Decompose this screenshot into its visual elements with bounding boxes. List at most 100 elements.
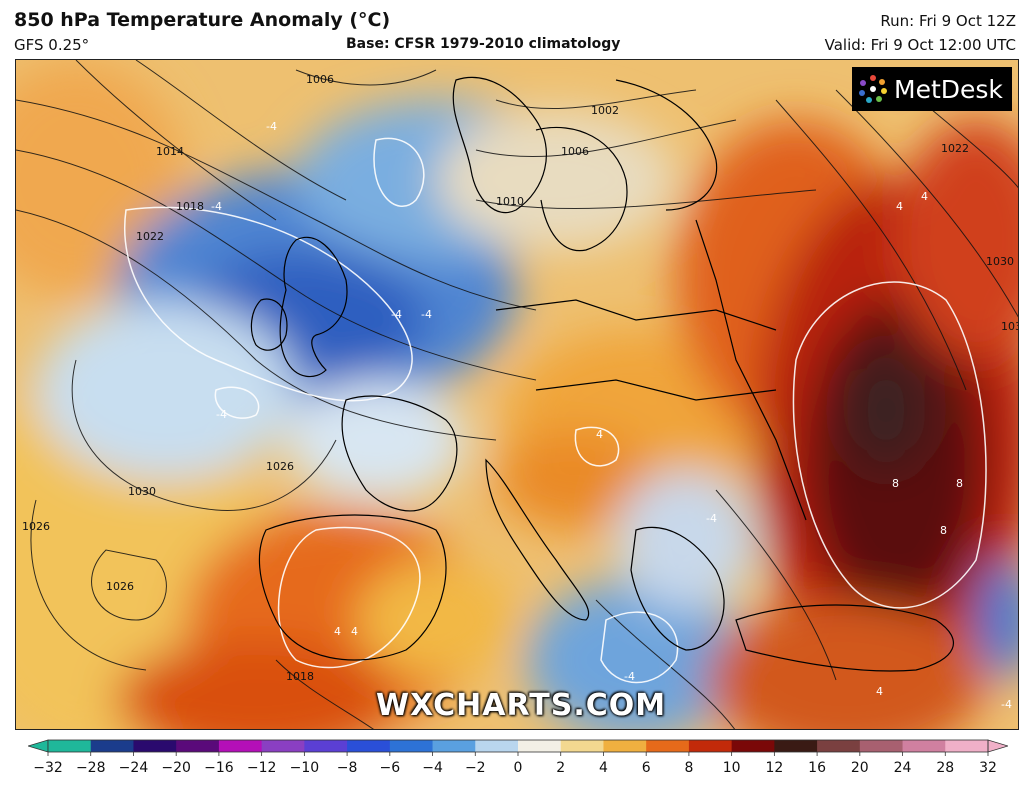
colorbar-tick-label: 24 <box>893 760 912 776</box>
colorbar-segment <box>945 740 989 752</box>
anomaly-label: -4 <box>266 120 277 133</box>
isobar-label: 1022 <box>941 142 969 155</box>
colorbar-tick-label: −24 <box>118 760 149 776</box>
colorbar-tick-label: 10 <box>722 760 741 776</box>
colorbar: −32 −28 −24 −20 −16 −12 −10 −8 −6 −4 −2 0 2 4 6 8 10 12 16… <box>26 738 1010 784</box>
isobar-label: 1010 <box>496 195 524 208</box>
isobar-label: 1026 <box>266 460 294 473</box>
isobar-label: 1018 <box>176 200 204 213</box>
valid-time-label: Valid: Fri 9 Oct 12:00 UTC <box>824 36 1016 54</box>
isobar-label: 1006 <box>306 73 334 86</box>
colorbar-tick-label: −12 <box>246 760 277 776</box>
france-outline <box>341 395 458 512</box>
isobar-label: 1026 <box>22 520 50 533</box>
colorbar-segment <box>218 740 263 752</box>
colorbar-segment <box>817 740 861 752</box>
central-europe-border <box>535 379 777 401</box>
coastlines <box>250 76 955 672</box>
colorbar-segment <box>432 740 476 752</box>
isobar-label: 1002 <box>591 104 619 117</box>
colorbar-tick-label: −32 <box>33 760 63 776</box>
colorbar-segment <box>560 740 604 752</box>
balkans-outline <box>630 526 725 651</box>
run-time-label: Run: Fri 9 Oct 12Z <box>880 12 1016 30</box>
metdesk-logo-text: MetDesk <box>894 74 1003 104</box>
colorbar-tick-label: 8 <box>684 760 694 776</box>
great-britain-outline <box>279 236 348 378</box>
colorbar-segment <box>347 740 391 752</box>
colorbar-tick-label: −6 <box>379 760 401 776</box>
colorbar-segment <box>48 740 92 752</box>
isobar-label: 1026 <box>106 580 134 593</box>
isobar-label: 1022 <box>136 230 164 243</box>
colorbar-tick-label: 12 <box>765 760 784 776</box>
colorbar-segment <box>859 740 904 752</box>
eastern-border <box>695 219 807 521</box>
colorbar-segment <box>389 740 434 752</box>
metdesk-logo: MetDesk <box>852 67 1012 111</box>
anomaly-label: -4 <box>421 308 432 321</box>
colorbar-segment <box>902 740 946 752</box>
anomaly-label: 4 <box>921 190 928 203</box>
base-climatology-label: Base: CFSR 1979-2010 climatology <box>346 36 621 52</box>
colorbar-tick-label: −20 <box>161 760 191 776</box>
colorbar-tick-label: 4 <box>598 760 608 776</box>
italy-outline <box>485 458 590 621</box>
colorbar-tick-label: 2 <box>556 760 566 776</box>
colorbar-tick-label: 20 <box>850 760 869 776</box>
germany-poland-border <box>495 299 777 331</box>
isobar-lines <box>16 60 1018 729</box>
colorbar-scale <box>26 739 1010 756</box>
anomaly-label: 4 <box>596 428 603 441</box>
iberia-outline <box>258 514 447 661</box>
colorbar-segment <box>731 740 775 752</box>
isobar-label: 1030 <box>128 485 156 498</box>
colorbar-segment <box>774 740 818 752</box>
colorbar-segment <box>133 740 177 752</box>
colorbar-min-arrow <box>26 739 49 753</box>
colorbar-segment <box>518 740 562 752</box>
wxcharts-watermark: WXCHARTS.COM <box>376 688 667 723</box>
anomaly-label: -4 <box>391 308 402 321</box>
anomaly-label: 4 <box>351 625 358 638</box>
colorbar-segment <box>304 740 348 752</box>
colorbar-segment <box>475 740 519 752</box>
anomaly-label: -4 <box>706 512 717 525</box>
colorbar-tick-label: −10 <box>289 760 320 776</box>
isobar-label: 1030 <box>986 255 1014 268</box>
colorbar-tick-label: −28 <box>75 760 106 776</box>
anomaly-label: 4 <box>876 685 883 698</box>
colorbar-tick-label: 0 <box>513 760 523 776</box>
colorbar-tick-label: −16 <box>204 760 234 776</box>
anomaly-label: -4 <box>624 670 635 683</box>
anomaly-map: 1006 1002 1006 1010 1014 1018 1022 1026 … <box>15 59 1019 730</box>
finland-outline <box>615 79 718 211</box>
colorbar-segment <box>176 740 220 752</box>
sweden-outline <box>535 126 628 252</box>
colorbar-tick-label: −2 <box>464 760 486 776</box>
isobar-label: 1014 <box>156 145 184 158</box>
colorbar-tick-label: 28 <box>936 760 955 776</box>
colorbar-segment <box>603 740 647 752</box>
map-canvas: 1006 1002 1006 1010 1014 1018 1022 1026 … <box>16 60 1019 729</box>
anomaly-label: -4 <box>1001 698 1012 711</box>
isobar-label-group: 1006 1002 1006 1010 1014 1018 1022 1026 … <box>22 73 1019 683</box>
colorbar-max-arrow <box>987 739 1010 753</box>
colorbar-segment <box>646 740 690 752</box>
turkey-outline <box>735 604 955 672</box>
anomaly-label: -4 <box>211 200 222 213</box>
colorbar-tick-label: 16 <box>808 760 826 776</box>
anomaly-label: 8 <box>956 477 963 490</box>
anomaly-label: 8 <box>892 477 899 490</box>
ireland-outline <box>250 298 288 351</box>
isobar-label: 1034 <box>1001 320 1019 333</box>
chart-title: 850 hPa Temperature Anomaly (°C) <box>14 9 391 31</box>
colorbar-segment <box>90 740 134 752</box>
colorbar-tick-label: 32 <box>979 760 997 776</box>
anomaly-label: -4 <box>216 408 227 421</box>
isobar-label: 1006 <box>561 145 589 158</box>
metdesk-logo-icon <box>859 75 887 103</box>
colorbar-tick-label: −4 <box>422 760 443 776</box>
anomaly-label: 4 <box>334 625 341 638</box>
colorbar-tick-label: 6 <box>641 760 651 776</box>
